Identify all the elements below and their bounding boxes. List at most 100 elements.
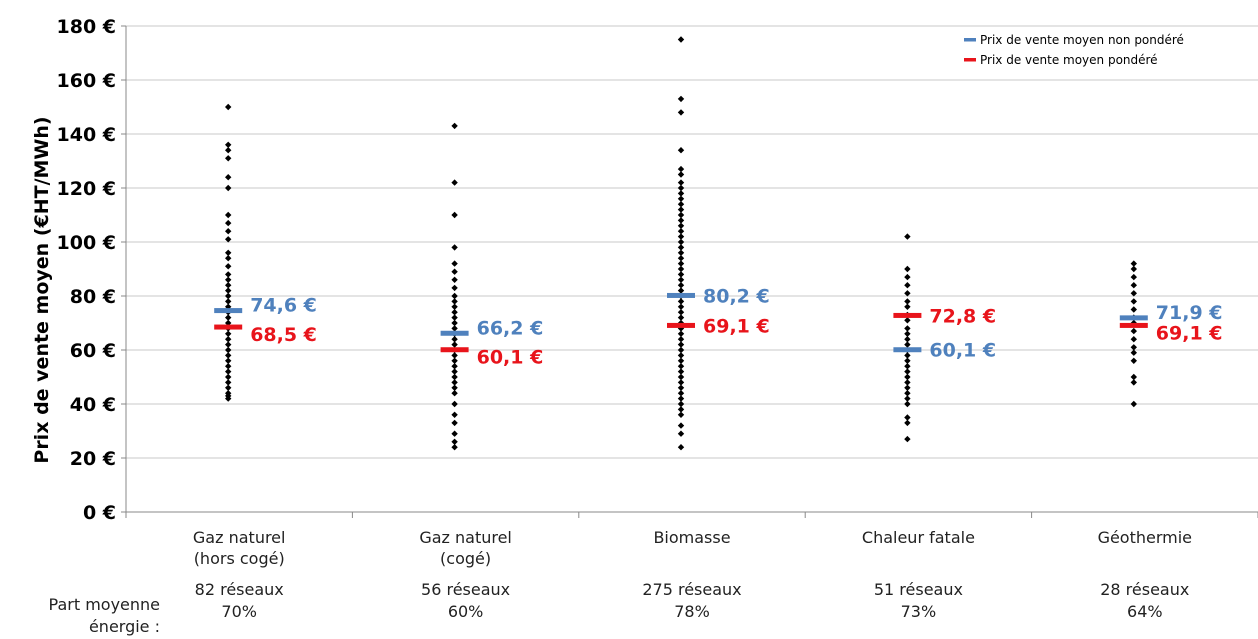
data-point [451,244,458,251]
data-point [677,400,685,408]
data-point [225,249,232,256]
data-point [904,379,911,386]
data-point [904,317,911,324]
weighted-mean-label: 72,8 € [929,305,996,327]
data-point [677,276,685,283]
data-point [1130,400,1137,408]
data-point [677,363,685,370]
y-tick-label: 20 € [70,448,116,470]
data-point [677,368,685,375]
data-point [904,400,911,408]
data-point [677,217,685,224]
category-networks: 56 réseaux [421,580,510,599]
data-point [677,171,685,178]
category-networks: 82 réseaux [195,580,284,599]
data-point [225,336,232,343]
footer-label-line2: énergie : [89,617,160,636]
data-point [677,314,685,321]
data-point [904,357,911,364]
data-point [451,363,458,370]
y-axis-label: Prix de vente moyen (€HT/MWh) [31,116,53,463]
data-point [904,290,911,297]
data-point [225,236,232,243]
data-point [904,336,911,343]
data-point [677,373,685,381]
data-point [225,263,232,270]
data-point [677,309,685,316]
data-point [225,147,232,154]
data-point [677,228,685,235]
data-point [904,303,911,310]
data-point [904,390,911,397]
data-point [677,298,685,305]
data-point [677,336,685,343]
category-name: (cogé) [440,549,491,568]
unweighted-mean-label: 66,2 € [477,317,544,339]
data-point [677,271,685,278]
data-point [451,419,458,427]
weighted-mean-marker [214,324,243,330]
unweighted-mean-marker [440,330,469,336]
data-point [677,244,685,251]
data-point [225,282,232,289]
data-point [677,422,685,429]
mean-markers: 74,6 € 68,5 € 66,2 € 60,1 € 80,2 € 69,1 € 60,1… [214,285,1223,369]
footer-label-line1: Part moyenne [49,595,160,614]
data-point [225,255,232,262]
category-share: 70% [221,602,257,621]
weighted-mean-label: 60,1 € [477,347,544,369]
category-labels: Gaz naturel (hors cogé) 82 réseaux 70% Gaz n… [193,528,1192,621]
y-tick-label: 0 € [83,502,116,524]
weighted-mean-marker [1119,322,1148,328]
data-point [225,346,232,354]
data-point [225,368,232,375]
data-point [1130,379,1137,386]
data-point [225,330,232,337]
data-point [451,411,458,418]
data-point [451,325,458,332]
y-tick-label: 40 € [70,394,116,416]
category-networks: 275 réseaux [642,580,741,599]
data-point [451,336,458,343]
data-point [677,233,685,240]
weighted-mean-marker [893,312,922,318]
category-name: Biomasse [653,528,730,547]
data-point [677,201,685,208]
data-point [677,352,685,359]
data-point [904,363,911,370]
data-point [1130,357,1137,364]
data-point [677,411,685,418]
data-point [451,292,458,300]
data-point [451,211,458,219]
data-point [1130,290,1137,297]
data-point [677,390,685,397]
data-point [451,309,458,316]
data-point [451,268,458,275]
data-point [677,384,685,391]
data-point [451,276,458,283]
data-point [1130,260,1137,267]
data-point [225,211,232,219]
data-point [451,352,458,359]
data-point [451,341,458,348]
data-point [677,147,685,154]
category-share: 64% [1127,602,1163,621]
data-point [225,298,232,305]
data-point [677,195,685,202]
unweighted-mean-marker [667,292,695,298]
data-point [225,228,232,235]
data-point [1130,306,1137,313]
data-point [677,303,685,310]
data-point [904,330,911,337]
data-point [904,419,911,427]
data-point [904,352,911,359]
data-point [225,219,232,227]
legend: Prix de vente moyen non pondéré Prix de … [964,33,1184,67]
data-point [1130,282,1137,289]
data-point [451,314,458,321]
data-point [1130,344,1137,351]
data-point [677,95,685,103]
data-point [904,233,911,240]
unweighted-mean-marker [893,347,922,353]
